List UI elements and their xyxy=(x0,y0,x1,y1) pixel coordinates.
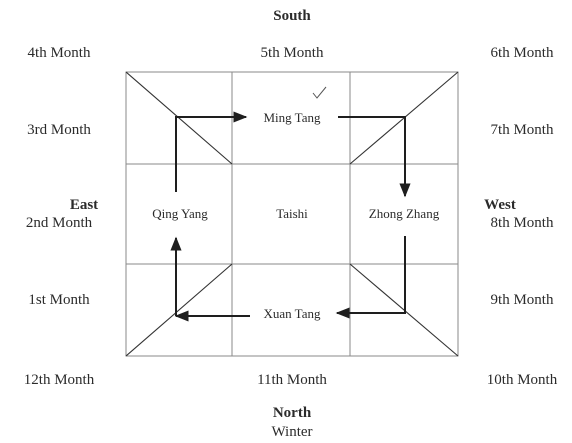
outer-square xyxy=(125,71,459,357)
direction-east: East xyxy=(70,197,98,213)
diagonal-southwest xyxy=(125,263,233,357)
month-5: 5th Month xyxy=(261,45,324,61)
month-12: 12th Month xyxy=(24,372,95,388)
arrow-to-zhong-zhang xyxy=(338,116,411,198)
direction-west: West xyxy=(484,197,516,213)
month-6: 6th Month xyxy=(491,45,554,61)
arrow-to-xuan-tang xyxy=(335,236,406,319)
month-8: 8th Month xyxy=(491,215,554,231)
room-taishi: Taishi xyxy=(276,206,308,221)
month-10: 10th Month xyxy=(487,372,558,388)
month-4: 4th Month xyxy=(28,45,91,61)
room-qing-yang: Qing Yang xyxy=(152,206,208,221)
month-3: 3rd Month xyxy=(27,122,91,138)
room-zhong-zhang: Zhong Zhang xyxy=(369,206,440,221)
direction-south: South xyxy=(273,8,311,24)
month-7: 7th Month xyxy=(491,122,554,138)
month-1: 1st Month xyxy=(28,292,90,308)
month-11: 11th Month xyxy=(257,372,327,388)
direction-north: North xyxy=(273,405,312,421)
room-ming-tang: Ming Tang xyxy=(264,110,321,125)
check-mark xyxy=(312,86,327,99)
month-9: 9th Month xyxy=(491,292,554,308)
room-xuan-tang: Xuan Tang xyxy=(264,306,321,321)
season-winter: Winter xyxy=(271,424,312,440)
month-2: 2nd Month xyxy=(26,215,93,231)
arrow-to-ming-tang xyxy=(175,111,248,192)
